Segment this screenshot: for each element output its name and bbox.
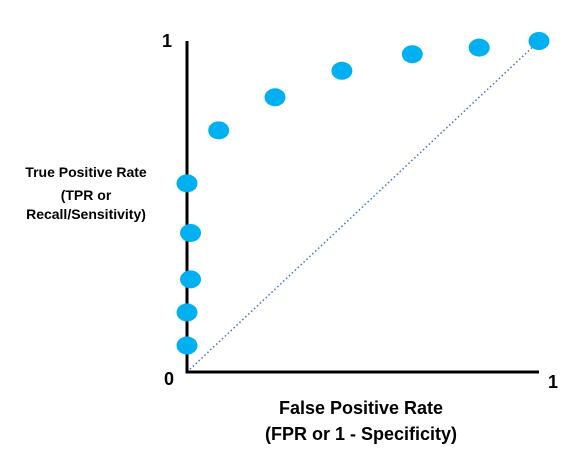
- x-axis-title-line-1: False Positive Rate: [279, 398, 443, 418]
- data-point: [331, 61, 353, 80]
- y-axis-title-line-1: True Positive Rate: [25, 164, 147, 180]
- y-axis-title-line-2: (TPR or: [61, 187, 112, 203]
- data-points: [176, 32, 550, 355]
- data-point: [176, 174, 198, 193]
- x-axis-title: False Positive Rate (FPR or 1 - Specific…: [265, 398, 457, 444]
- data-point: [208, 121, 230, 140]
- data-point: [264, 88, 286, 107]
- y-axis-title-line-3: Recall/Sensitivity): [26, 206, 146, 222]
- data-point: [176, 336, 198, 355]
- x-max-tick-label: 1: [548, 372, 558, 392]
- data-point: [180, 270, 202, 289]
- data-point: [468, 38, 490, 57]
- data-point: [180, 223, 202, 242]
- data-point: [401, 45, 423, 64]
- diagonal-reference-line: [186, 40, 540, 373]
- data-point: [176, 303, 198, 322]
- origin-tick-label: 0: [164, 369, 174, 389]
- x-axis-title-line-2: (FPR or 1 - Specificity): [265, 424, 457, 444]
- y-axis-title: True Positive Rate (TPR or Recall/Sensit…: [25, 164, 147, 222]
- data-point: [528, 32, 550, 50]
- reference-line-layer: [186, 40, 540, 373]
- y-max-tick-label: 1: [162, 31, 172, 51]
